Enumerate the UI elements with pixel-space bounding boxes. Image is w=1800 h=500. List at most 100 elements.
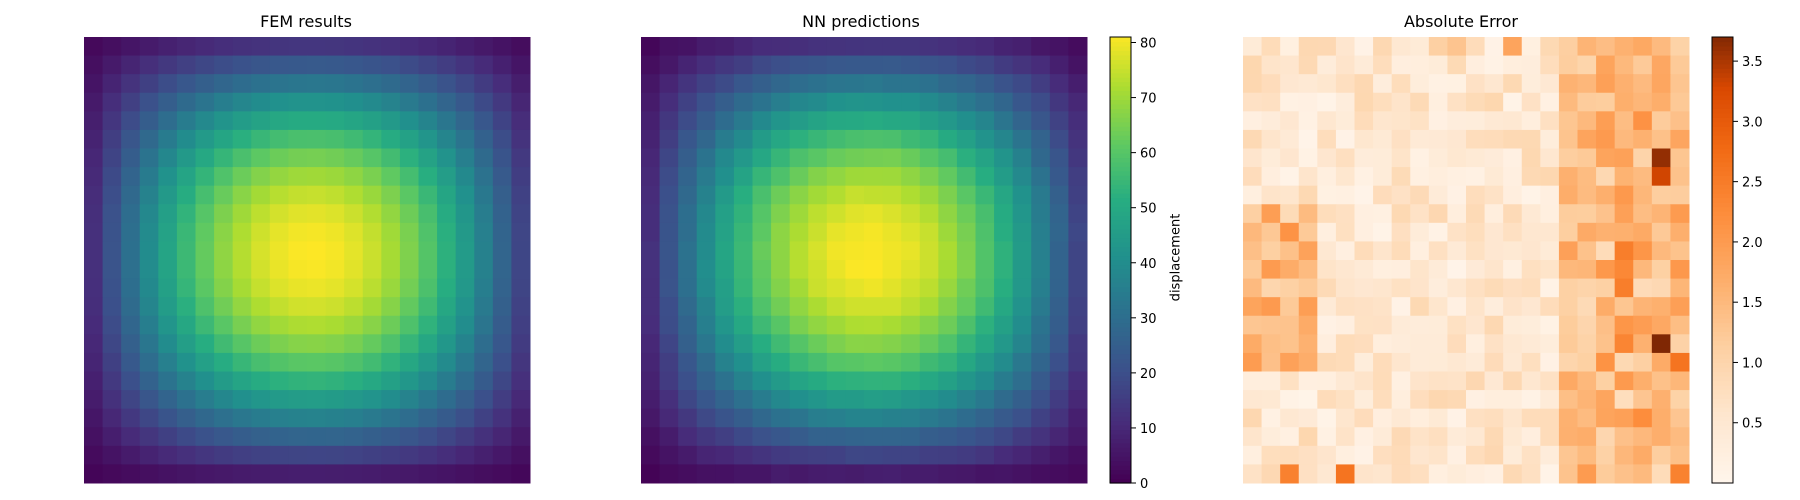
heatmap-cell [1484,297,1504,317]
heatmap-cell [214,185,234,205]
heatmap-cell [84,315,104,335]
heatmap-cell [845,241,865,261]
heatmap-cell [901,241,921,261]
heatmap-cell [845,167,865,187]
heatmap-cell [362,408,382,428]
heatmap-cell [1031,148,1051,168]
heatmap-cell [1651,129,1671,149]
heatmap-cell [956,92,976,112]
heatmap-cell [474,111,494,131]
heatmap-cell [1484,352,1504,372]
heatmap-cell [975,371,995,391]
fem-heatmap [84,37,531,484]
heatmap-cell [139,260,159,280]
heatmap-cell [1428,315,1448,335]
heatmap-cell [1261,464,1281,484]
heatmap-cell [1447,464,1467,484]
heatmap-cell [1540,371,1560,391]
heatmap-cell [1633,315,1653,335]
heatmap-cell [994,74,1014,94]
heatmap-cell [269,427,289,447]
heatmap-cell [437,204,457,224]
heatmap-cell [1012,334,1032,354]
colorbar-segment [1110,255,1131,261]
heatmap-cell [752,390,772,410]
heatmap-cell [455,464,475,484]
heatmap-cell [195,111,215,131]
heatmap-cell [158,111,178,131]
heatmap-cell [882,185,902,205]
heatmap-cell [1280,148,1300,168]
heatmap-cell [919,260,939,280]
heatmap-cell [994,278,1014,298]
colorbar-segment [1110,469,1131,475]
heatmap-cell [919,55,939,75]
heatmap-cell [102,427,122,447]
heatmap-cell [1577,185,1597,205]
heatmap-cell [399,37,419,57]
heatmap-cell [214,315,234,335]
heatmap-cell [195,37,215,57]
heatmap-cell [864,297,884,317]
colorbar-segment [1712,246,1733,252]
heatmap-cell [1466,111,1486,131]
heatmap-cell [474,260,494,280]
heatmap-cell [437,185,457,205]
heatmap-cell [1596,222,1616,242]
heatmap-cell [1521,74,1541,94]
heatmap-cell [1558,241,1578,261]
heatmap-cell [1031,129,1051,149]
heatmap-cell [1577,241,1597,261]
heatmap-cell [864,111,884,131]
heatmap-cell [1614,241,1634,261]
heatmap-cell [214,92,234,112]
heatmap-cell [1354,445,1374,465]
heatmap-cell [752,408,772,428]
heatmap-cell [1466,185,1486,205]
heatmap-cell [455,297,475,317]
heatmap-cell [325,260,345,280]
colorbar-segment [1712,398,1733,404]
heatmap-cell [882,352,902,372]
heatmap-cell [251,92,271,112]
heatmap-cell [1521,352,1541,372]
heatmap-cell [455,445,475,465]
heatmap-cell [1614,167,1634,187]
heatmap-cell [882,427,902,447]
heatmap-cell [1651,371,1671,391]
colorbar-segment [1110,393,1131,399]
heatmap-cell [1633,334,1653,354]
heatmap-cell [1466,408,1486,428]
heatmap-cell [919,92,939,112]
heatmap-cell [975,129,995,149]
heatmap-cell [492,111,512,131]
heatmap-cell [1596,55,1616,75]
heatmap-cell [362,297,382,317]
colorbar-segment [1110,331,1131,337]
heatmap-cell [102,408,122,428]
heatmap-cell [659,260,679,280]
heatmap-cell [696,297,716,317]
heatmap-cell [269,241,289,261]
heatmap-cell [84,92,104,112]
heatmap-cell [1410,334,1430,354]
heatmap-cell [344,222,364,242]
colorbar-segment [1712,206,1733,212]
heatmap-cell [919,129,939,149]
heatmap-cell [938,92,958,112]
heatmap-cell [381,222,401,242]
colorbar-segment [1110,68,1131,74]
heatmap-cell [1466,427,1486,447]
heatmap-cell [492,334,512,354]
colorbar-segment [1712,108,1733,114]
heatmap-cell [176,334,196,354]
heatmap-cell [1280,445,1300,465]
heatmap-cell [1335,315,1355,335]
heatmap-cell [1373,371,1393,391]
heatmap-cell [1335,129,1355,149]
heatmap-cell [325,111,345,131]
heatmap-cell [1243,427,1263,447]
heatmap-cell [362,464,382,484]
heatmap-cell [176,408,196,428]
heatmap-cell [269,315,289,335]
